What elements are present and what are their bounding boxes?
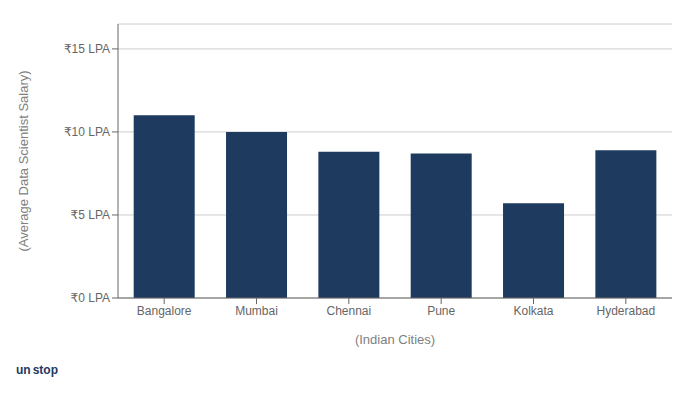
svg-text:Hyderabad: Hyderabad [596, 304, 655, 318]
svg-text:Chennai: Chennai [326, 304, 371, 318]
svg-text:(Average Data Scientist Salary: (Average Data Scientist Salary) [16, 70, 31, 251]
svg-text:(Indian Cities): (Indian Cities) [355, 332, 435, 347]
svg-text:₹0 LPA: ₹0 LPA [71, 291, 110, 305]
html-text:un stop: un stop [16, 363, 58, 377]
svg-text:Pune: Pune [427, 304, 455, 318]
svg-text:₹15 LPA: ₹15 LPA [64, 42, 110, 56]
svg-text:₹10 LPA: ₹10 LPA [64, 125, 110, 139]
svg-text:₹5 LPA: ₹5 LPA [71, 208, 110, 222]
svg-text:Kolkata: Kolkata [513, 304, 553, 318]
svg-text:Bangalore: Bangalore [137, 304, 192, 318]
svg-text:Mumbai: Mumbai [235, 304, 278, 318]
